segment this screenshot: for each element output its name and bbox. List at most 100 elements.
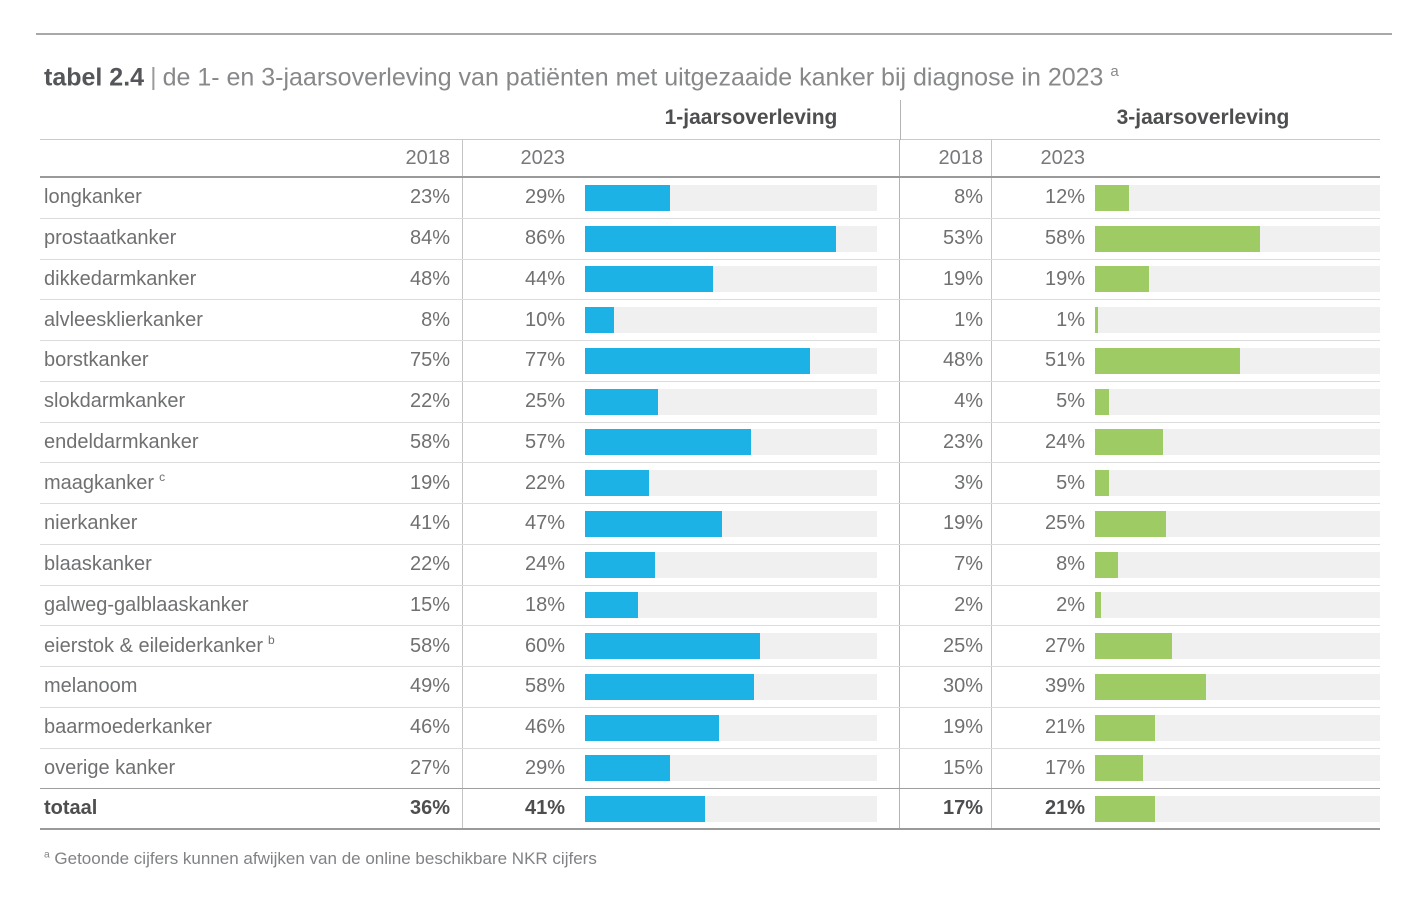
- bar-column-header-1yr: [585, 140, 877, 176]
- row-label: totaal: [44, 797, 98, 820]
- table-row: alvleesklierkanker 8% 10% 1% 1%: [40, 300, 1380, 341]
- bar-track: [1095, 673, 1380, 700]
- bar-cell-1yr: [585, 219, 877, 259]
- bar-cell-3yr: [1095, 708, 1380, 748]
- bar-cell-1yr: [585, 463, 877, 503]
- table-row: eierstok & eileiderkanker b 58% 60% 25% 2…: [40, 626, 1380, 667]
- gap: [1088, 382, 1095, 422]
- bar-track: [1095, 184, 1380, 211]
- bar-track: [585, 266, 877, 293]
- row-label: galweg-galblaaskanker: [44, 593, 249, 616]
- row-label: prostaatkanker: [44, 227, 177, 250]
- value-3yr-2023: 21%: [1044, 716, 1085, 739]
- table-row: dikkedarmkanker 48% 44% 19% 19%: [40, 259, 1380, 301]
- gap: [1088, 667, 1095, 707]
- green-bar-3yr-2023: [1095, 470, 1110, 497]
- bar-cell-1yr: [585, 749, 877, 789]
- value-1yr-2018: 19%: [325, 463, 463, 503]
- value-3yr-2023: 5%: [1056, 471, 1085, 494]
- gap: [1088, 586, 1095, 626]
- bar-track: [1095, 551, 1380, 578]
- value-3yr-2018: 4%: [900, 381, 992, 422]
- blue-bar-1yr-2023: [585, 388, 658, 415]
- blue-bar-1yr-2023: [585, 510, 723, 537]
- bar-cell-3yr: [1095, 300, 1380, 340]
- gap: [565, 586, 585, 626]
- bar-track: [1095, 225, 1380, 252]
- bar-track: [585, 184, 877, 211]
- row-label: slokdarmkanker: [44, 390, 186, 413]
- value-3yr-2023: 1%: [1056, 308, 1085, 331]
- bar-track: [1095, 307, 1380, 334]
- gap: [1088, 708, 1095, 748]
- value-3yr-2023: 2%: [1056, 593, 1085, 616]
- green-bar-3yr-2023: [1095, 592, 1101, 619]
- value-1yr-2023: 18%: [524, 593, 565, 616]
- col-header-1yr-2023: 2023: [520, 146, 566, 169]
- bar-track: [585, 714, 877, 741]
- gap: [1088, 260, 1095, 300]
- gap: [565, 260, 585, 300]
- value-3yr-2023: 27%: [1044, 634, 1085, 657]
- value-1yr-2018: 8%: [325, 300, 463, 340]
- value-1yr-2023: 46%: [524, 716, 565, 739]
- value-1yr-2018: 84%: [325, 218, 463, 259]
- green-bar-3yr-2023: [1095, 755, 1144, 782]
- bar-cell-1yr: [585, 626, 877, 666]
- row-label: alvleesklierkanker: [44, 308, 203, 331]
- section-spacer: [877, 544, 900, 585]
- bar-cell-1yr: [585, 667, 877, 707]
- value-3yr-2018: 8%: [900, 178, 992, 218]
- section-spacer: [877, 463, 900, 503]
- value-1yr-2023: 29%: [524, 756, 565, 779]
- blue-bar-1yr-2023: [585, 633, 761, 660]
- value-1yr-2023: 47%: [524, 512, 565, 535]
- value-1yr-2023: 29%: [524, 186, 565, 209]
- bar-cell-3yr: [1095, 178, 1380, 218]
- row-label-footnote-marker: c: [159, 470, 166, 485]
- bar-cell-3yr: [1095, 667, 1380, 707]
- value-3yr-2023: 5%: [1056, 390, 1085, 413]
- value-3yr-2018: 19%: [900, 504, 992, 544]
- section-spacer: [877, 178, 900, 218]
- value-3yr-2018: 48%: [900, 341, 992, 381]
- section-spacer: [877, 667, 900, 707]
- gap: [565, 178, 585, 218]
- value-3yr-2018: 30%: [900, 667, 992, 707]
- value-1yr-2018: 58%: [325, 422, 463, 463]
- row-label: maagkanker c: [44, 470, 166, 494]
- bar-cell-3yr: [1095, 260, 1380, 300]
- value-3yr-2018: 19%: [900, 707, 992, 748]
- gap: [565, 463, 585, 503]
- value-1yr-2023: 57%: [524, 430, 565, 453]
- bar-track: [585, 795, 877, 822]
- gap: [1088, 423, 1095, 463]
- green-bar-3yr-2023: [1095, 388, 1110, 415]
- green-bar-3yr-2023: [1095, 714, 1155, 741]
- gap: [1088, 749, 1095, 789]
- section-spacer: [877, 789, 900, 828]
- label-column-header: [40, 140, 325, 176]
- section-spacer: [877, 140, 900, 176]
- green-bar-3yr-2023: [1095, 673, 1207, 700]
- bar-cell-3yr: [1095, 382, 1380, 422]
- section-header-3-year: 3-jaarsoverleving: [1116, 106, 1290, 129]
- section-spacer: [877, 300, 900, 340]
- bar-cell-1yr: [585, 708, 877, 748]
- column-header-row: 2018 2023 2018 2023: [40, 140, 1380, 178]
- title-separator: |: [150, 63, 157, 92]
- bar-cell-3yr: [1095, 463, 1380, 503]
- table-row: nierkanker 41% 47% 19% 25%: [40, 504, 1380, 545]
- table-row: totaal 36% 41% 17% 21%: [40, 789, 1380, 830]
- bar-cell-3yr: [1095, 626, 1380, 666]
- bar-cell-3yr: [1095, 423, 1380, 463]
- value-3yr-2018: 23%: [900, 422, 992, 463]
- bar-track: [585, 429, 877, 456]
- table-number: tabel 2.4: [44, 63, 145, 92]
- bar-cell-3yr: [1095, 749, 1380, 789]
- gap: [565, 504, 585, 544]
- green-bar-3yr-2023: [1095, 551, 1118, 578]
- gap: [565, 423, 585, 463]
- value-3yr-2018: 17%: [900, 789, 992, 828]
- bar-track: [1095, 347, 1380, 374]
